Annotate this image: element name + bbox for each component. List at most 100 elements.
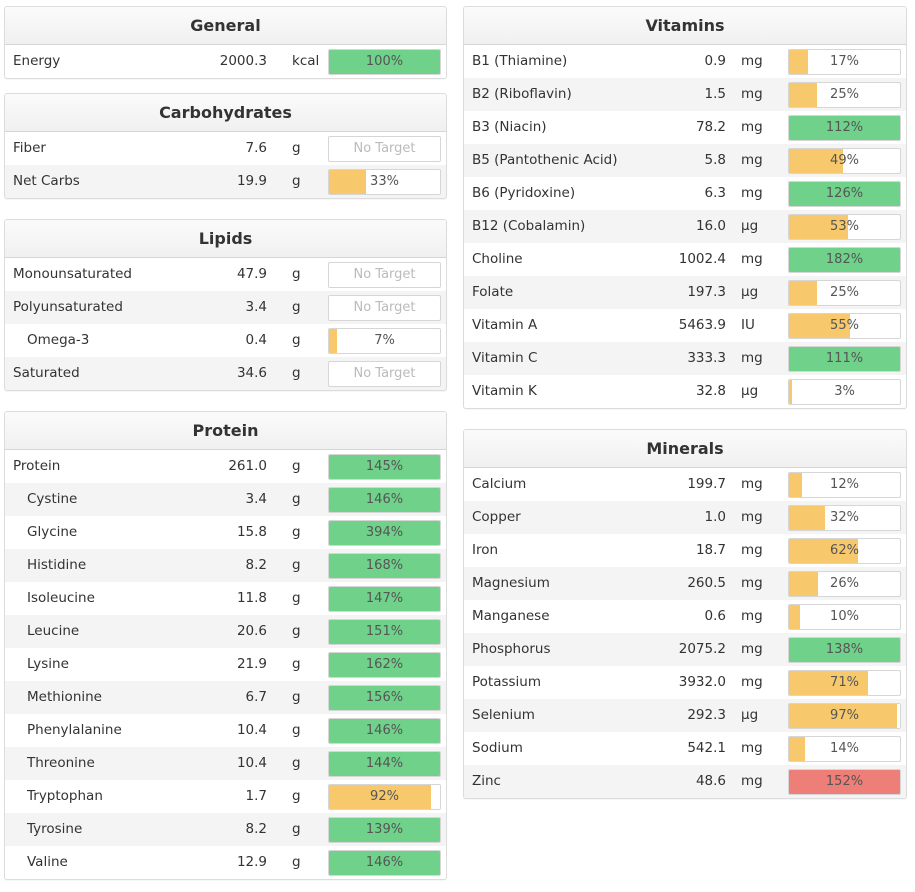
nutrient-row[interactable]: B1 (Thiamine) 0.9 mg 17%	[464, 45, 906, 78]
nutrient-name: Potassium	[472, 674, 542, 690]
nutrient-row[interactable]: Fiber 7.6 g No Target	[5, 132, 446, 165]
lipids-rows: Monounsaturated 47.9 g No Target Polyunsatur…	[5, 258, 446, 390]
nutrient-name: B12 (Cobalamin)	[472, 218, 586, 234]
nutrient-row[interactable]: Protein 261.0 g 145%	[5, 450, 446, 483]
target-percent-label: 394%	[365, 525, 404, 540]
nutrient-row[interactable]: Manganese 0.6 mg 10%	[464, 600, 906, 633]
nutrient-row[interactable]: Vitamin K 32.8 µg 3%	[464, 375, 906, 408]
nutrient-row[interactable]: Valine 12.9 g 146%	[5, 846, 446, 879]
nutrient-row[interactable]: Glycine 15.8 g 394%	[5, 516, 446, 549]
nutrient-unit: mg	[741, 185, 763, 201]
nutrient-row[interactable]: Copper 1.0 mg 32%	[464, 501, 906, 534]
target-percent-label: 71%	[830, 675, 859, 690]
target-progress-fill	[329, 653, 440, 677]
nutrient-amount: 1002.4	[678, 251, 726, 267]
nutrient-row[interactable]: Cystine 3.4 g 146%	[5, 483, 446, 516]
target-progress-bar: 7%	[328, 328, 441, 354]
target-progress-bar: 111%	[788, 346, 901, 372]
nutrient-row[interactable]: Sodium 542.1 mg 14%	[464, 732, 906, 765]
nutrient-row[interactable]: Histidine 8.2 g 168%	[5, 549, 446, 582]
target-percent-label: 100%	[365, 54, 404, 69]
nutrient-row[interactable]: Calcium 199.7 mg 12%	[464, 468, 906, 501]
target-progress-fill	[789, 215, 848, 239]
nutrient-unit: g	[292, 788, 301, 804]
nutrient-row[interactable]: B5 (Pantothenic Acid) 5.8 mg 49%	[464, 144, 906, 177]
nutrient-name: Omega-3	[27, 332, 90, 348]
nutrient-row[interactable]: Threonine 10.4 g 144%	[5, 747, 446, 780]
target-progress-fill	[329, 170, 366, 194]
nutrient-row[interactable]: B3 (Niacin) 78.2 mg 112%	[464, 111, 906, 144]
nutrient-amount: 1.0	[704, 509, 726, 525]
nutrient-amount: 8.2	[245, 557, 267, 573]
nutrient-row[interactable]: Phosphorus 2075.2 mg 138%	[464, 633, 906, 666]
nutrient-name: Protein	[13, 458, 61, 474]
nutrient-unit: mg	[741, 476, 763, 492]
nutrient-amount: 18.7	[695, 542, 726, 558]
target-percent-label: 146%	[365, 492, 404, 507]
target-percent-label: 156%	[365, 690, 404, 705]
target-percent-label: No Target	[353, 267, 416, 282]
target-progress-fill	[329, 587, 440, 611]
nutrient-row[interactable]: Magnesium 260.5 mg 26%	[464, 567, 906, 600]
nutrient-row[interactable]: B2 (Riboflavin) 1.5 mg 25%	[464, 78, 906, 111]
nutrient-row[interactable]: Leucine 20.6 g 151%	[5, 615, 446, 648]
target-progress-fill	[329, 752, 440, 776]
nutrient-amount: 542.1	[687, 740, 726, 756]
nutrient-amount: 6.3	[704, 185, 726, 201]
target-percent-label: 55%	[830, 318, 859, 333]
nutrient-row[interactable]: B6 (Pyridoxine) 6.3 mg 126%	[464, 177, 906, 210]
nutrient-row[interactable]: Selenium 292.3 µg 97%	[464, 699, 906, 732]
nutrient-row[interactable]: Iron 18.7 mg 62%	[464, 534, 906, 567]
nutrient-row[interactable]: Isoleucine 11.8 g 147%	[5, 582, 446, 615]
nutrient-row[interactable]: Potassium 3932.0 mg 71%	[464, 666, 906, 699]
nutrient-row[interactable]: Tyrosine 8.2 g 139%	[5, 813, 446, 846]
nutrient-unit: g	[292, 524, 301, 540]
nutrient-name: Magnesium	[472, 575, 550, 591]
nutrient-row[interactable]: Vitamin A 5463.9 IU 55%	[464, 309, 906, 342]
target-percent-label: 17%	[830, 54, 859, 69]
nutrient-unit: g	[292, 854, 301, 870]
nutrient-row[interactable]: Omega-3 0.4 g 7%	[5, 324, 446, 357]
nutrient-row[interactable]: Methionine 6.7 g 156%	[5, 681, 446, 714]
nutrient-unit: µg	[741, 707, 759, 723]
vitamins-panel-title: Vitamins	[464, 7, 906, 45]
nutrient-row[interactable]: Folate 197.3 µg 25%	[464, 276, 906, 309]
nutrient-unit: mg	[741, 575, 763, 591]
nutrient-row[interactable]: B12 (Cobalamin) 16.0 µg 53%	[464, 210, 906, 243]
carbohydrates-rows: Fiber 7.6 g No Target Net Carbs 19.9 g 33%	[5, 132, 446, 198]
target-progress-bar: 147%	[328, 586, 441, 612]
target-progress-fill	[789, 380, 793, 404]
nutrient-name: B5 (Pantothenic Acid)	[472, 152, 618, 168]
nutrient-unit: g	[292, 458, 301, 474]
nutrient-unit: mg	[741, 641, 763, 657]
nutrient-row[interactable]: Lysine 21.9 g 162%	[5, 648, 446, 681]
nutrient-row[interactable]: Phenylalanine 10.4 g 146%	[5, 714, 446, 747]
nutrient-name: Tryptophan	[27, 788, 103, 804]
target-percent-label: 7%	[374, 333, 395, 348]
nutrient-name: Fiber	[13, 140, 46, 156]
nutrient-name: Net Carbs	[13, 173, 80, 189]
target-progress-bar: 17%	[788, 49, 901, 75]
target-progress-bar: 10%	[788, 604, 901, 630]
nutrient-row[interactable]: Saturated 34.6 g No Target	[5, 357, 446, 390]
target-progress-bar: 25%	[788, 280, 901, 306]
target-progress-fill	[789, 347, 900, 371]
nutrient-name: Polyunsaturated	[13, 299, 123, 315]
nutrient-row[interactable]: Net Carbs 19.9 g 33%	[5, 165, 446, 198]
nutrient-row[interactable]: Monounsaturated 47.9 g No Target	[5, 258, 446, 291]
nutrient-row[interactable]: Zinc 48.6 mg 152%	[464, 765, 906, 798]
nutrient-row[interactable]: Tryptophan 1.7 g 92%	[5, 780, 446, 813]
nutrient-amount: 1.7	[245, 788, 267, 804]
target-progress-fill	[789, 638, 900, 662]
nutrient-unit: mg	[741, 740, 763, 756]
nutrient-row[interactable]: Energy 2000.3 kcal 100%	[5, 45, 446, 78]
nutrient-row[interactable]: Polyunsaturated 3.4 g No Target	[5, 291, 446, 324]
target-progress-bar: 55%	[788, 313, 901, 339]
minerals-rows: Calcium 199.7 mg 12% Copper 1.0 mg 32% Iron 18.7 m…	[464, 468, 906, 798]
nutrient-name: Iron	[472, 542, 499, 558]
target-progress-fill	[329, 686, 440, 710]
nutrient-amount: 16.0	[695, 218, 726, 234]
nutrient-row[interactable]: Vitamin C 333.3 mg 111%	[464, 342, 906, 375]
nutrient-name: Saturated	[13, 365, 80, 381]
nutrient-row[interactable]: Choline 1002.4 mg 182%	[464, 243, 906, 276]
